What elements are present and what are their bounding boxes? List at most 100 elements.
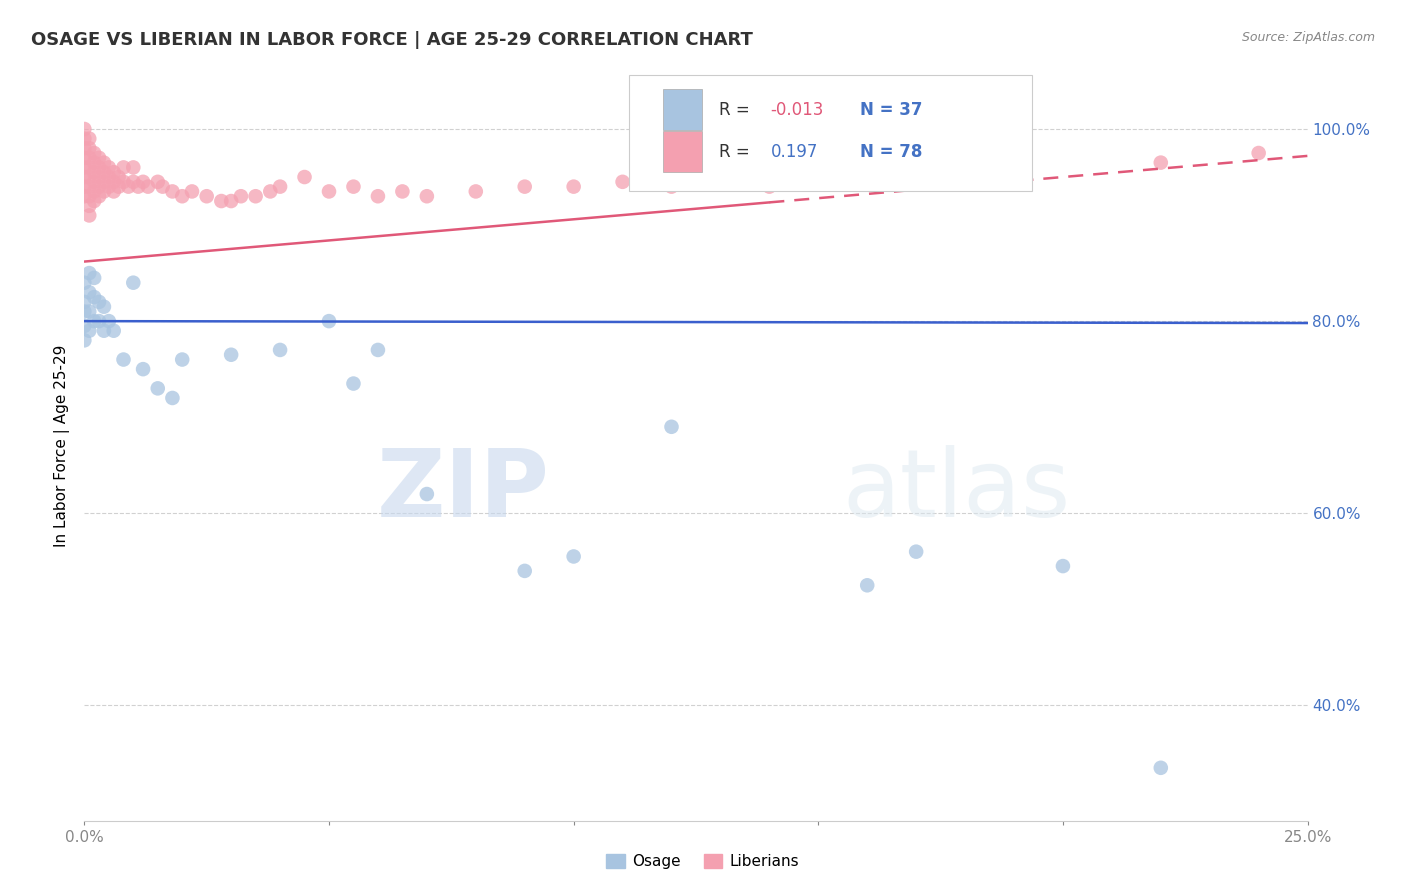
Point <box>127 179 149 194</box>
Point <box>87 161 110 175</box>
Point <box>209 194 232 208</box>
Point <box>83 194 105 208</box>
Point <box>103 175 125 189</box>
Point <box>77 161 100 175</box>
Point <box>219 348 242 362</box>
Point <box>195 189 218 203</box>
Point <box>122 175 145 189</box>
Point <box>758 179 780 194</box>
Point <box>219 194 242 208</box>
Point <box>73 141 96 155</box>
Point <box>83 175 105 189</box>
Point <box>245 189 267 203</box>
Point <box>73 169 96 184</box>
Point <box>172 352 194 367</box>
Text: OSAGE VS LIBERIAN IN LABOR FORCE | AGE 25-29 CORRELATION CHART: OSAGE VS LIBERIAN IN LABOR FORCE | AGE 2… <box>31 31 752 49</box>
Point <box>117 179 139 194</box>
Point <box>83 155 105 169</box>
Text: R =: R = <box>720 143 755 161</box>
Point <box>73 294 96 309</box>
Point <box>112 161 135 175</box>
Point <box>73 161 96 175</box>
Point <box>172 189 194 203</box>
Point <box>77 141 100 155</box>
Point <box>77 131 100 145</box>
Point <box>269 343 291 357</box>
Text: -0.013: -0.013 <box>770 101 824 119</box>
Y-axis label: In Labor Force | Age 25-29: In Labor Force | Age 25-29 <box>55 345 70 547</box>
Point <box>146 175 169 189</box>
Point <box>77 266 100 280</box>
Point <box>562 549 585 564</box>
Point <box>367 189 389 203</box>
Point <box>93 300 115 314</box>
Point <box>318 185 340 199</box>
Point <box>73 122 96 136</box>
Point <box>73 151 96 165</box>
Point <box>83 314 105 328</box>
Point <box>132 175 155 189</box>
Text: R =: R = <box>720 101 755 119</box>
Point <box>181 185 204 199</box>
Point <box>87 151 110 165</box>
Point <box>93 175 115 189</box>
Point <box>661 179 683 194</box>
Point <box>1150 155 1173 169</box>
Point <box>112 175 135 189</box>
Point <box>103 165 125 179</box>
Point <box>1002 161 1025 175</box>
Point <box>103 185 125 199</box>
Point <box>513 179 536 194</box>
Point <box>83 185 105 199</box>
Point <box>83 165 105 179</box>
Point <box>87 189 110 203</box>
Point <box>77 169 100 184</box>
Point <box>77 324 100 338</box>
Point <box>77 285 100 300</box>
Legend: Osage, Liberians: Osage, Liberians <box>600 848 806 875</box>
Point <box>259 185 281 199</box>
Point <box>122 161 145 175</box>
Point <box>83 290 105 304</box>
Point <box>87 294 110 309</box>
FancyBboxPatch shape <box>664 89 702 130</box>
Point <box>97 161 120 175</box>
Text: N = 78: N = 78 <box>860 143 922 161</box>
Point <box>318 314 340 328</box>
Point <box>513 564 536 578</box>
Point <box>1052 559 1074 574</box>
Point <box>229 189 252 203</box>
Text: Source: ZipAtlas.com: Source: ZipAtlas.com <box>1241 31 1375 45</box>
Point <box>77 209 100 223</box>
Point <box>416 487 439 501</box>
Point <box>93 155 115 169</box>
Point <box>132 362 155 376</box>
Point <box>107 179 129 194</box>
Point <box>562 179 585 194</box>
Point <box>77 189 100 203</box>
Point <box>93 165 115 179</box>
Point <box>661 419 683 434</box>
Point <box>367 343 389 357</box>
Point <box>87 179 110 194</box>
Point <box>162 391 184 405</box>
Point <box>709 175 731 189</box>
Point <box>391 185 413 199</box>
Point <box>146 381 169 395</box>
Point <box>612 175 634 189</box>
Point <box>73 334 96 348</box>
Point <box>269 179 291 194</box>
Point <box>73 189 96 203</box>
Point <box>136 179 159 194</box>
Text: N = 37: N = 37 <box>860 101 922 119</box>
Point <box>905 544 928 558</box>
FancyBboxPatch shape <box>664 131 702 172</box>
Point <box>73 318 96 333</box>
Point <box>73 131 96 145</box>
Point <box>77 179 100 194</box>
Point <box>73 179 96 194</box>
Point <box>1150 761 1173 775</box>
Point <box>1247 146 1270 161</box>
Point <box>122 276 145 290</box>
Point <box>103 324 125 338</box>
